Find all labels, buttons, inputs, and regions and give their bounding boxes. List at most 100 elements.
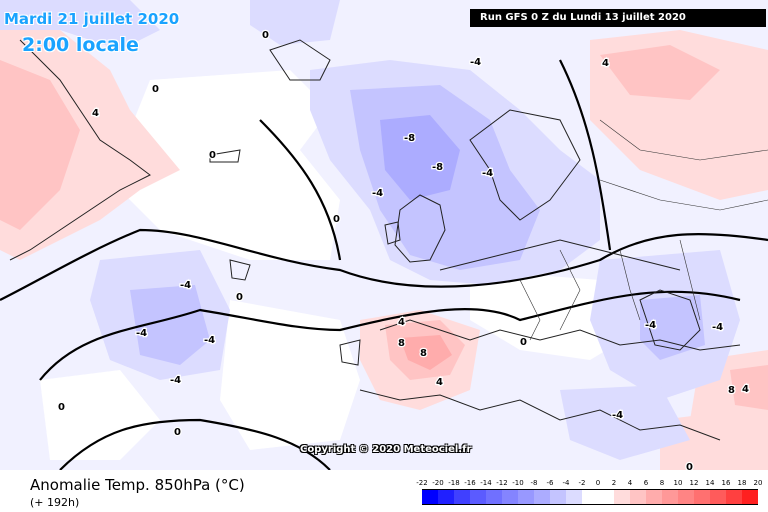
contour-label-zero: 0	[174, 427, 181, 438]
copyright-notice: Copyright © 2020 Meteociel.fr	[300, 444, 472, 455]
legend-swatch	[438, 489, 454, 505]
contour-label-zero: 0	[152, 84, 159, 95]
legend-swatch	[726, 489, 742, 505]
legend-label: -6	[546, 479, 554, 487]
mediterranean-north-coast	[379, 319, 741, 351]
zero-contour-line-south	[39, 290, 741, 381]
forecast-date: Mardi 21 juillet 2020	[4, 10, 180, 28]
black-sea-coast	[639, 289, 701, 351]
legend-swatch	[486, 489, 502, 505]
border-line-6	[519, 279, 541, 341]
contour-label-minus-four: -4	[170, 375, 181, 386]
legend-swatch	[678, 489, 694, 505]
legend-label: 12	[689, 479, 699, 487]
legend-label: -18	[448, 479, 460, 487]
legend-swatch	[422, 489, 438, 505]
map-footer: Anomalie Temp. 850hPa (°C) (+ 192h) -22-…	[0, 470, 768, 512]
model-run-banner: Run GFS 0 Z du Lundi 13 juillet 2020	[470, 9, 766, 27]
ireland-coast	[384, 221, 401, 245]
contour-label-minus-four: -4	[372, 188, 383, 199]
svalbard-coast	[269, 39, 331, 81]
legend-swatch	[454, 489, 470, 505]
legend-swatch	[646, 489, 662, 505]
mediterranean-south-coast	[359, 389, 721, 441]
coastlines	[9, 39, 741, 441]
border-line-3	[559, 249, 581, 331]
warm-anomaly-north-africa-max	[400, 335, 452, 370]
legend-label: -4	[562, 479, 570, 487]
contour-label-zero: 0	[262, 30, 269, 41]
legend-swatch	[502, 489, 518, 505]
legend-swatch	[710, 489, 726, 505]
canary-coast	[339, 339, 361, 366]
border-line-2	[599, 179, 768, 211]
contour-label-minus-four: -4	[482, 168, 493, 179]
forecast-local-time: 2:00 locale	[22, 34, 139, 56]
cold-anomaly-arctic	[0, 0, 160, 50]
legend-swatch	[534, 489, 550, 505]
legend-label: 14	[705, 479, 715, 487]
contour-label-minus-four: -4	[712, 322, 723, 333]
europe-north-coast	[439, 239, 681, 271]
legend-label: -10	[512, 479, 524, 487]
azores-coast	[229, 259, 251, 281]
legend-swatch	[470, 489, 486, 505]
contour-label-zero: 0	[236, 292, 243, 303]
legend-swatch	[582, 489, 598, 505]
scandinavia-coast	[469, 109, 581, 221]
border-line-4	[619, 249, 641, 321]
contour-label-minus-eight: -8	[404, 133, 415, 144]
contour-label-four: 4	[398, 317, 405, 328]
iceland-coast	[209, 149, 241, 163]
legend-label: -2	[578, 479, 586, 487]
legend-label: 10	[673, 479, 683, 487]
contour-label-zero: 0	[333, 214, 340, 225]
contour-label-minus-four: -4	[645, 320, 656, 331]
forecast-lead-time: (+ 192h)	[30, 496, 80, 509]
contour-labels: 0 0 0 0 0 0 0 0 0 -4 -4 -4 -4 -4 -4 -4 -…	[57, 29, 751, 470]
legend-label: 6	[643, 479, 649, 487]
legend-swatch	[630, 489, 646, 505]
zero-contour-line-southwest	[59, 418, 331, 470]
country-borders	[519, 119, 768, 341]
britain-coast	[394, 194, 446, 263]
legend-swatch	[550, 489, 566, 505]
legend-swatch	[694, 489, 710, 505]
contour-label-zero: 0	[686, 462, 693, 470]
contour-label-eight: 8	[398, 338, 405, 349]
zero-contours	[0, 59, 768, 470]
contour-label-zero: 0	[58, 402, 65, 413]
contour-label-minus-eight: -8	[432, 162, 443, 173]
border-line-1	[599, 119, 768, 161]
neutral-area-atlantic-north	[110, 70, 340, 260]
neutral-area-southwest	[40, 370, 160, 460]
cold-anomaly-north-sea-core	[380, 115, 460, 200]
contour-label-eight: 8	[728, 385, 735, 396]
legend-label: 8	[659, 479, 665, 487]
cold-anomaly-atlantic-core	[130, 285, 210, 365]
legend-label: -12	[496, 479, 508, 487]
border-line-5	[679, 239, 701, 321]
warm-anomaly-greenland-core	[0, 60, 80, 230]
zero-contour-line-main	[0, 228, 768, 301]
legend-swatch	[566, 489, 582, 505]
map-canvas: 0 0 0 0 0 0 0 0 0 -4 -4 -4 -4 -4 -4 -4 -…	[0, 0, 768, 470]
legend-label: 4	[627, 479, 633, 487]
contour-label-zero: 0	[209, 150, 216, 161]
contour-label-minus-four: -4	[180, 280, 191, 291]
legend-swatch	[518, 489, 534, 505]
legend-label: -8	[530, 479, 538, 487]
contour-label-four: 4	[92, 108, 99, 119]
zero-contour-line-atlantic	[259, 119, 342, 261]
contour-label-four: 4	[742, 384, 749, 395]
greenland-coast	[9, 39, 151, 261]
legend-label: 20	[753, 479, 763, 487]
legend-label: -16	[464, 479, 476, 487]
legend-label: 0	[595, 479, 601, 487]
legend-swatch	[742, 489, 758, 505]
contour-label-four: 4	[602, 58, 609, 69]
contour-label-minus-four: -4	[136, 328, 147, 339]
cold-anomaly-balkans-core	[640, 295, 705, 360]
anomaly-map: 0 0 0 0 0 0 0 0 0 -4 -4 -4 -4 -4 -4 -4 -…	[0, 0, 768, 470]
contour-label-minus-four: -4	[612, 410, 623, 421]
